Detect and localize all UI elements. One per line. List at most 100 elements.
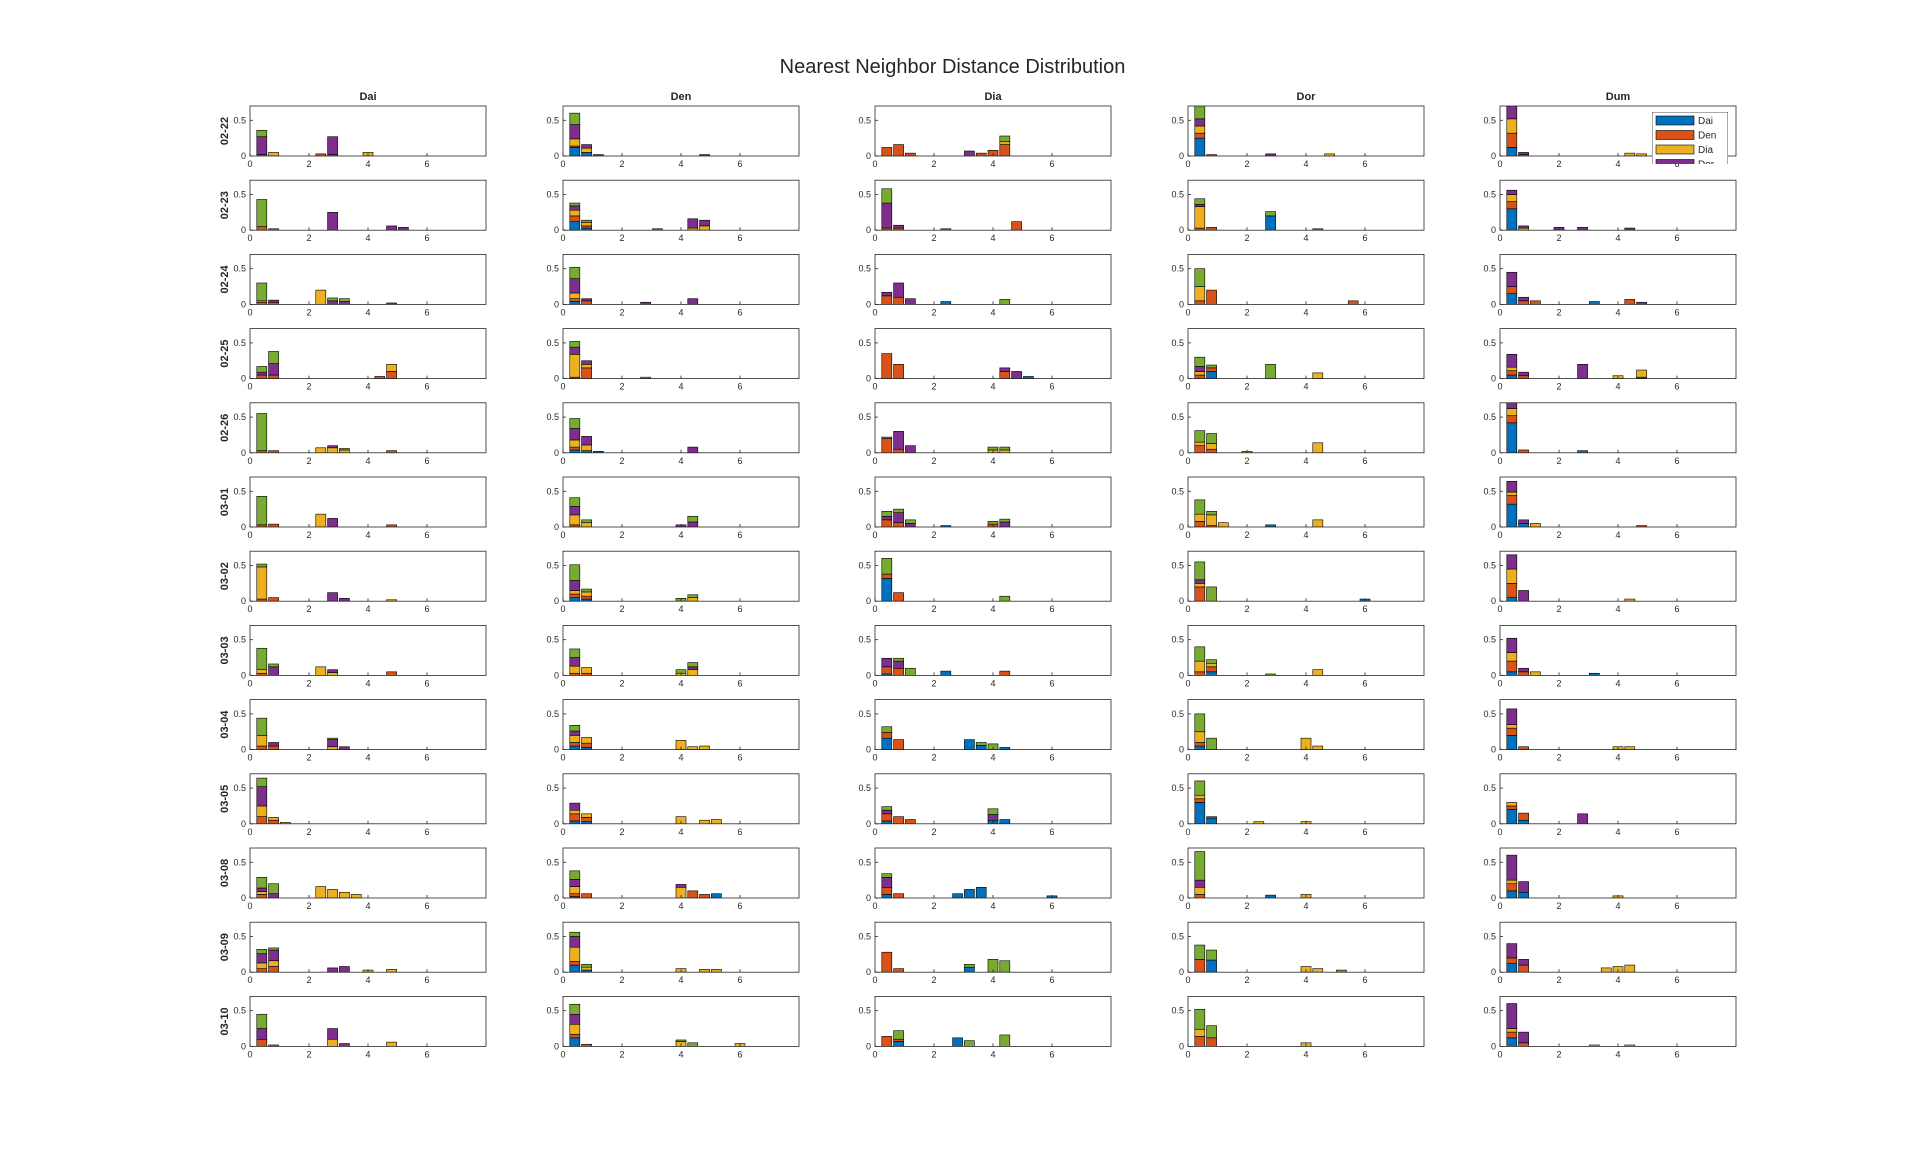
bar-segment-dia xyxy=(1636,369,1647,378)
panel-axes-box xyxy=(562,105,800,157)
bar-segment-dum xyxy=(675,1039,687,1042)
row-label-03-03: 03-03 xyxy=(219,636,231,664)
bar-segment-den xyxy=(1194,798,1206,803)
x-tick-label: 4 xyxy=(365,678,370,688)
bar-segment-dum xyxy=(1206,1025,1217,1039)
y-tick-label: 0 xyxy=(1179,670,1184,680)
y-tick-label: 0.5 xyxy=(1483,189,1496,199)
bar-segment-dum xyxy=(268,883,279,895)
y-tick-label: 0.5 xyxy=(1171,264,1184,274)
bar-segment-dor xyxy=(268,949,279,962)
x-tick-label: 6 xyxy=(1674,753,1679,763)
panel-axes-box xyxy=(874,550,1112,602)
bar-segment-dia xyxy=(675,816,687,824)
bar-segment-den xyxy=(315,153,327,156)
x-tick-label: 2 xyxy=(1244,604,1249,614)
bar-segment-dia xyxy=(1206,443,1217,450)
y-tick-label: 0 xyxy=(241,225,246,235)
x-tick-label: 4 xyxy=(990,233,995,243)
y-tick-label: 0.5 xyxy=(1483,264,1496,274)
y-tick-label: 0 xyxy=(866,596,871,606)
bar-segment-dum xyxy=(999,446,1011,451)
bar-segment-den xyxy=(386,371,397,379)
y-tick-label: 0 xyxy=(1179,522,1184,532)
bar-segment-den xyxy=(581,742,592,748)
x-tick-label: 0 xyxy=(560,530,565,540)
bar-segment-dor xyxy=(256,887,268,892)
y-tick-label: 0.5 xyxy=(233,115,246,125)
row-label-03-10: 03-10 xyxy=(219,1007,231,1035)
x-tick-label: 6 xyxy=(1674,307,1679,317)
bar-segment-den xyxy=(256,1038,268,1047)
bar-segment-dia xyxy=(1506,879,1518,885)
panel-03-05-den: 0 2 4 6 0 0.5 xyxy=(546,773,800,837)
x-tick-label: 0 xyxy=(1497,827,1502,837)
bar-group xyxy=(256,876,362,898)
bar-segment-den xyxy=(256,894,268,898)
bar-segment-dia xyxy=(699,225,710,231)
bar-segment-dia xyxy=(1312,442,1324,453)
bar-group xyxy=(569,725,710,750)
y-tick-label: 0 xyxy=(1491,225,1496,235)
row-label-02-23: 02-23 xyxy=(219,191,231,219)
x-tick-label: 6 xyxy=(424,975,429,985)
bar-segment-dum xyxy=(1194,268,1206,287)
x-tick-label: 0 xyxy=(560,827,565,837)
y-tick-label: 0.5 xyxy=(546,783,559,793)
bar-segment-dia xyxy=(581,222,592,227)
x-tick-label: 4 xyxy=(990,678,995,688)
y-tick-label: 0.5 xyxy=(858,857,871,867)
x-tick-label: 4 xyxy=(990,456,995,466)
bar-segment-dum xyxy=(256,495,268,526)
bar-segment-dor xyxy=(256,136,268,155)
bar-segment-dum xyxy=(1265,364,1276,379)
x-tick-label: 0 xyxy=(247,307,252,317)
bar-segment-dor xyxy=(1506,854,1518,881)
y-tick-label: 0 xyxy=(1179,819,1184,829)
legend-swatch-dai xyxy=(1655,115,1695,126)
x-tick-label: 2 xyxy=(1244,678,1249,688)
bar-segment-dum xyxy=(256,777,268,787)
bar-group xyxy=(1194,851,1312,898)
bar-segment-dor xyxy=(569,428,581,441)
panel-axes-box xyxy=(874,328,1112,380)
bar-segment-dor xyxy=(687,521,699,527)
bar-segment-dor xyxy=(1506,554,1518,570)
bar-segment-dor xyxy=(256,1028,268,1040)
panel-axes-box xyxy=(1187,996,1425,1047)
x-tick-label: 0 xyxy=(560,901,565,911)
x-tick-label: 2 xyxy=(931,753,936,763)
bar-segment-dai xyxy=(1206,371,1217,379)
panel-03-03-dor: 0 2 4 6 0 0.5 xyxy=(1171,625,1425,688)
bar-segment-den xyxy=(256,226,268,231)
bar-segment-dum xyxy=(893,508,904,514)
y-tick-label: 0.5 xyxy=(233,189,246,199)
x-tick-label: 6 xyxy=(1362,827,1367,837)
panel-02-25-dai: 0 2 4 6 0 0.5 xyxy=(233,328,487,392)
y-tick-label: 0.5 xyxy=(546,709,559,719)
bar-segment-dia xyxy=(1624,964,1636,973)
bar-segment-dia xyxy=(1194,731,1206,743)
panel-02-24-dai: 0 2 4 6 0 0.5 xyxy=(233,253,487,317)
bar-segment-den xyxy=(569,742,581,747)
bar-group xyxy=(1194,1008,1312,1047)
bar-segment-dia xyxy=(1194,794,1206,800)
bar-segment-den xyxy=(1518,449,1529,453)
y-tick-label: 0.5 xyxy=(233,857,246,867)
bar-segment-den xyxy=(1506,583,1518,598)
x-tick-label: 2 xyxy=(306,530,311,540)
bar-segment-dia xyxy=(569,138,581,147)
x-tick-label: 4 xyxy=(1303,975,1308,985)
panel-axes-box xyxy=(874,476,1112,528)
bar-segment-dia xyxy=(1624,746,1636,750)
x-tick-label: 2 xyxy=(306,456,311,466)
x-tick-label: 0 xyxy=(560,159,565,169)
panel-axes-box xyxy=(562,996,800,1047)
bar-segment-dai xyxy=(964,966,975,973)
bar-group xyxy=(569,418,699,453)
bar-segment-dum xyxy=(581,964,592,968)
bar-segment-dia xyxy=(386,969,397,973)
x-tick-label: 2 xyxy=(1244,382,1249,392)
bar-segment-den xyxy=(569,893,581,897)
bar-segment-dum xyxy=(268,351,279,364)
